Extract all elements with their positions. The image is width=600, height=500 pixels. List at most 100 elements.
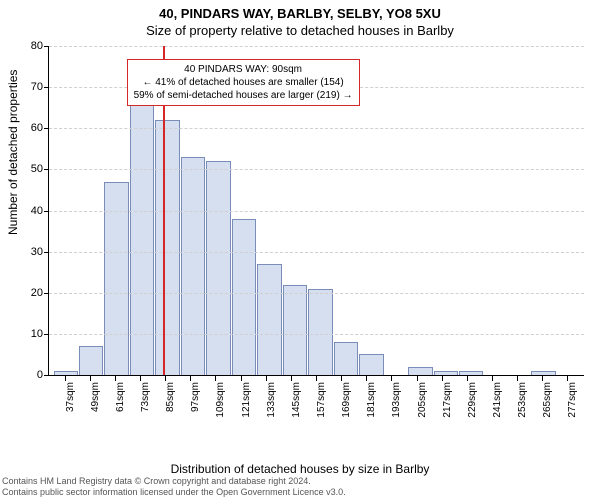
histogram-bar [334,342,358,375]
grid-line [49,128,584,129]
histogram-bar [408,367,432,375]
x-tick: 205sqm [404,376,429,424]
x-tick-mark [90,376,91,381]
x-tick-mark [391,376,392,381]
grid-line [49,46,584,47]
x-tick-mark [266,376,267,381]
x-tick: 157sqm [303,376,328,424]
grid-line [49,293,584,294]
x-tick: 97sqm [178,376,203,424]
histogram-bar [79,346,103,375]
histogram-bar [155,120,179,375]
x-tick-mark [467,376,468,381]
histogram-bar [459,371,483,375]
histogram-bar [283,285,307,375]
x-tick-mark [567,376,568,381]
y-tick-label: 40 [31,205,49,217]
grid-line [49,169,584,170]
x-tick-mark [115,376,116,381]
x-tick-mark [241,376,242,381]
x-tick-mark [366,376,367,381]
chart-area: 0102030405060708040 PINDARS WAY: 90sqm← … [48,46,584,424]
y-tick-label: 80 [31,40,49,52]
x-tick: 217sqm [429,376,454,424]
histogram-bar [206,161,230,375]
x-tick: 241sqm [479,376,504,424]
footer-text: Contains HM Land Registry data © Crown c… [2,476,346,498]
x-tick-label: 229sqm [467,382,478,418]
y-tick-label: 70 [31,81,49,93]
x-tick-label: 61sqm [115,382,126,412]
x-tick: 85sqm [153,376,178,424]
histogram-bar [232,219,256,375]
x-tick-label: 277sqm [567,382,578,418]
title-line2: Size of property relative to detached ho… [0,23,600,40]
x-tick: 193sqm [379,376,404,424]
x-tick-label: 205sqm [417,382,428,418]
annotation-line-3: 59% of semi-detached houses are larger (… [134,89,353,102]
y-axis-label: Number of detached properties [6,70,20,235]
y-tick-label: 20 [31,287,49,299]
histogram-bar [359,354,383,375]
x-tick-label: 181sqm [366,382,377,418]
annotation-line-1: 40 PINDARS WAY: 90sqm [134,63,353,76]
y-tick-label: 60 [31,122,49,134]
x-tick: 277sqm [555,376,580,424]
footer-line1: Contains HM Land Registry data © Crown c… [2,476,346,487]
x-tick-label: 217sqm [442,382,453,418]
x-tick: 73sqm [127,376,152,424]
x-tick: 109sqm [203,376,228,424]
x-tick-label: 193sqm [391,382,402,418]
x-tick: 121sqm [228,376,253,424]
x-tick-mark [165,376,166,381]
grid-line [49,334,584,335]
y-tick-label: 30 [31,246,49,258]
plot-inner: 0102030405060708040 PINDARS WAY: 90sqm← … [48,46,584,376]
y-tick-label: 50 [31,163,49,175]
x-tick-label: 121sqm [241,382,252,418]
annotation-box: 40 PINDARS WAY: 90sqm← 41% of detached h… [127,59,360,106]
grid-line [49,211,584,212]
x-tick: 169sqm [329,376,354,424]
x-tick-label: 157sqm [316,382,327,418]
x-tick-mark [341,376,342,381]
x-tick: 49sqm [77,376,102,424]
histogram-bar [308,289,332,375]
histogram-bar [531,371,555,375]
plot: 0102030405060708040 PINDARS WAY: 90sqm← … [48,46,584,424]
x-tick-mark [190,376,191,381]
x-tick: 133sqm [253,376,278,424]
x-axis-label: Distribution of detached houses by size … [0,462,600,476]
histogram-bar [434,371,458,375]
x-tick-mark [417,376,418,381]
x-tick-label: 169sqm [341,382,352,418]
x-tick: 37sqm [52,376,77,424]
title-line1: 40, PINDARS WAY, BARLBY, SELBY, YO8 5XU [0,6,600,23]
x-tick-mark [316,376,317,381]
x-tick-label: 49sqm [90,382,101,412]
x-tick-label: 133sqm [266,382,277,418]
x-tick-mark [492,376,493,381]
chart-title-block: 40, PINDARS WAY, BARLBY, SELBY, YO8 5XU … [0,0,600,40]
x-tick: 145sqm [278,376,303,424]
x-tick-mark [65,376,66,381]
x-tick-label: 253sqm [517,382,528,418]
x-tick-label: 37sqm [65,382,76,412]
x-tick: 253sqm [505,376,530,424]
x-tick: 229sqm [454,376,479,424]
x-tick: 181sqm [354,376,379,424]
x-tick-label: 73sqm [140,382,151,412]
grid-line [49,252,584,253]
x-tick-mark [442,376,443,381]
x-tick-label: 265sqm [542,382,553,418]
x-tick-label: 145sqm [291,382,302,418]
histogram-bar [257,264,281,375]
x-ticks-container: 37sqm 49sqm 61sqm 73sqm85sqm97sqm 109sqm 121s… [48,376,584,424]
x-tick: 61sqm [102,376,127,424]
histogram-bar [181,157,205,375]
x-tick-label: 241sqm [492,382,503,418]
annotation-line-2: ← 41% of detached houses are smaller (15… [134,76,353,89]
footer-line2: Contains public sector information licen… [2,487,346,498]
x-tick-mark [517,376,518,381]
x-tick-label: 109sqm [215,382,226,418]
